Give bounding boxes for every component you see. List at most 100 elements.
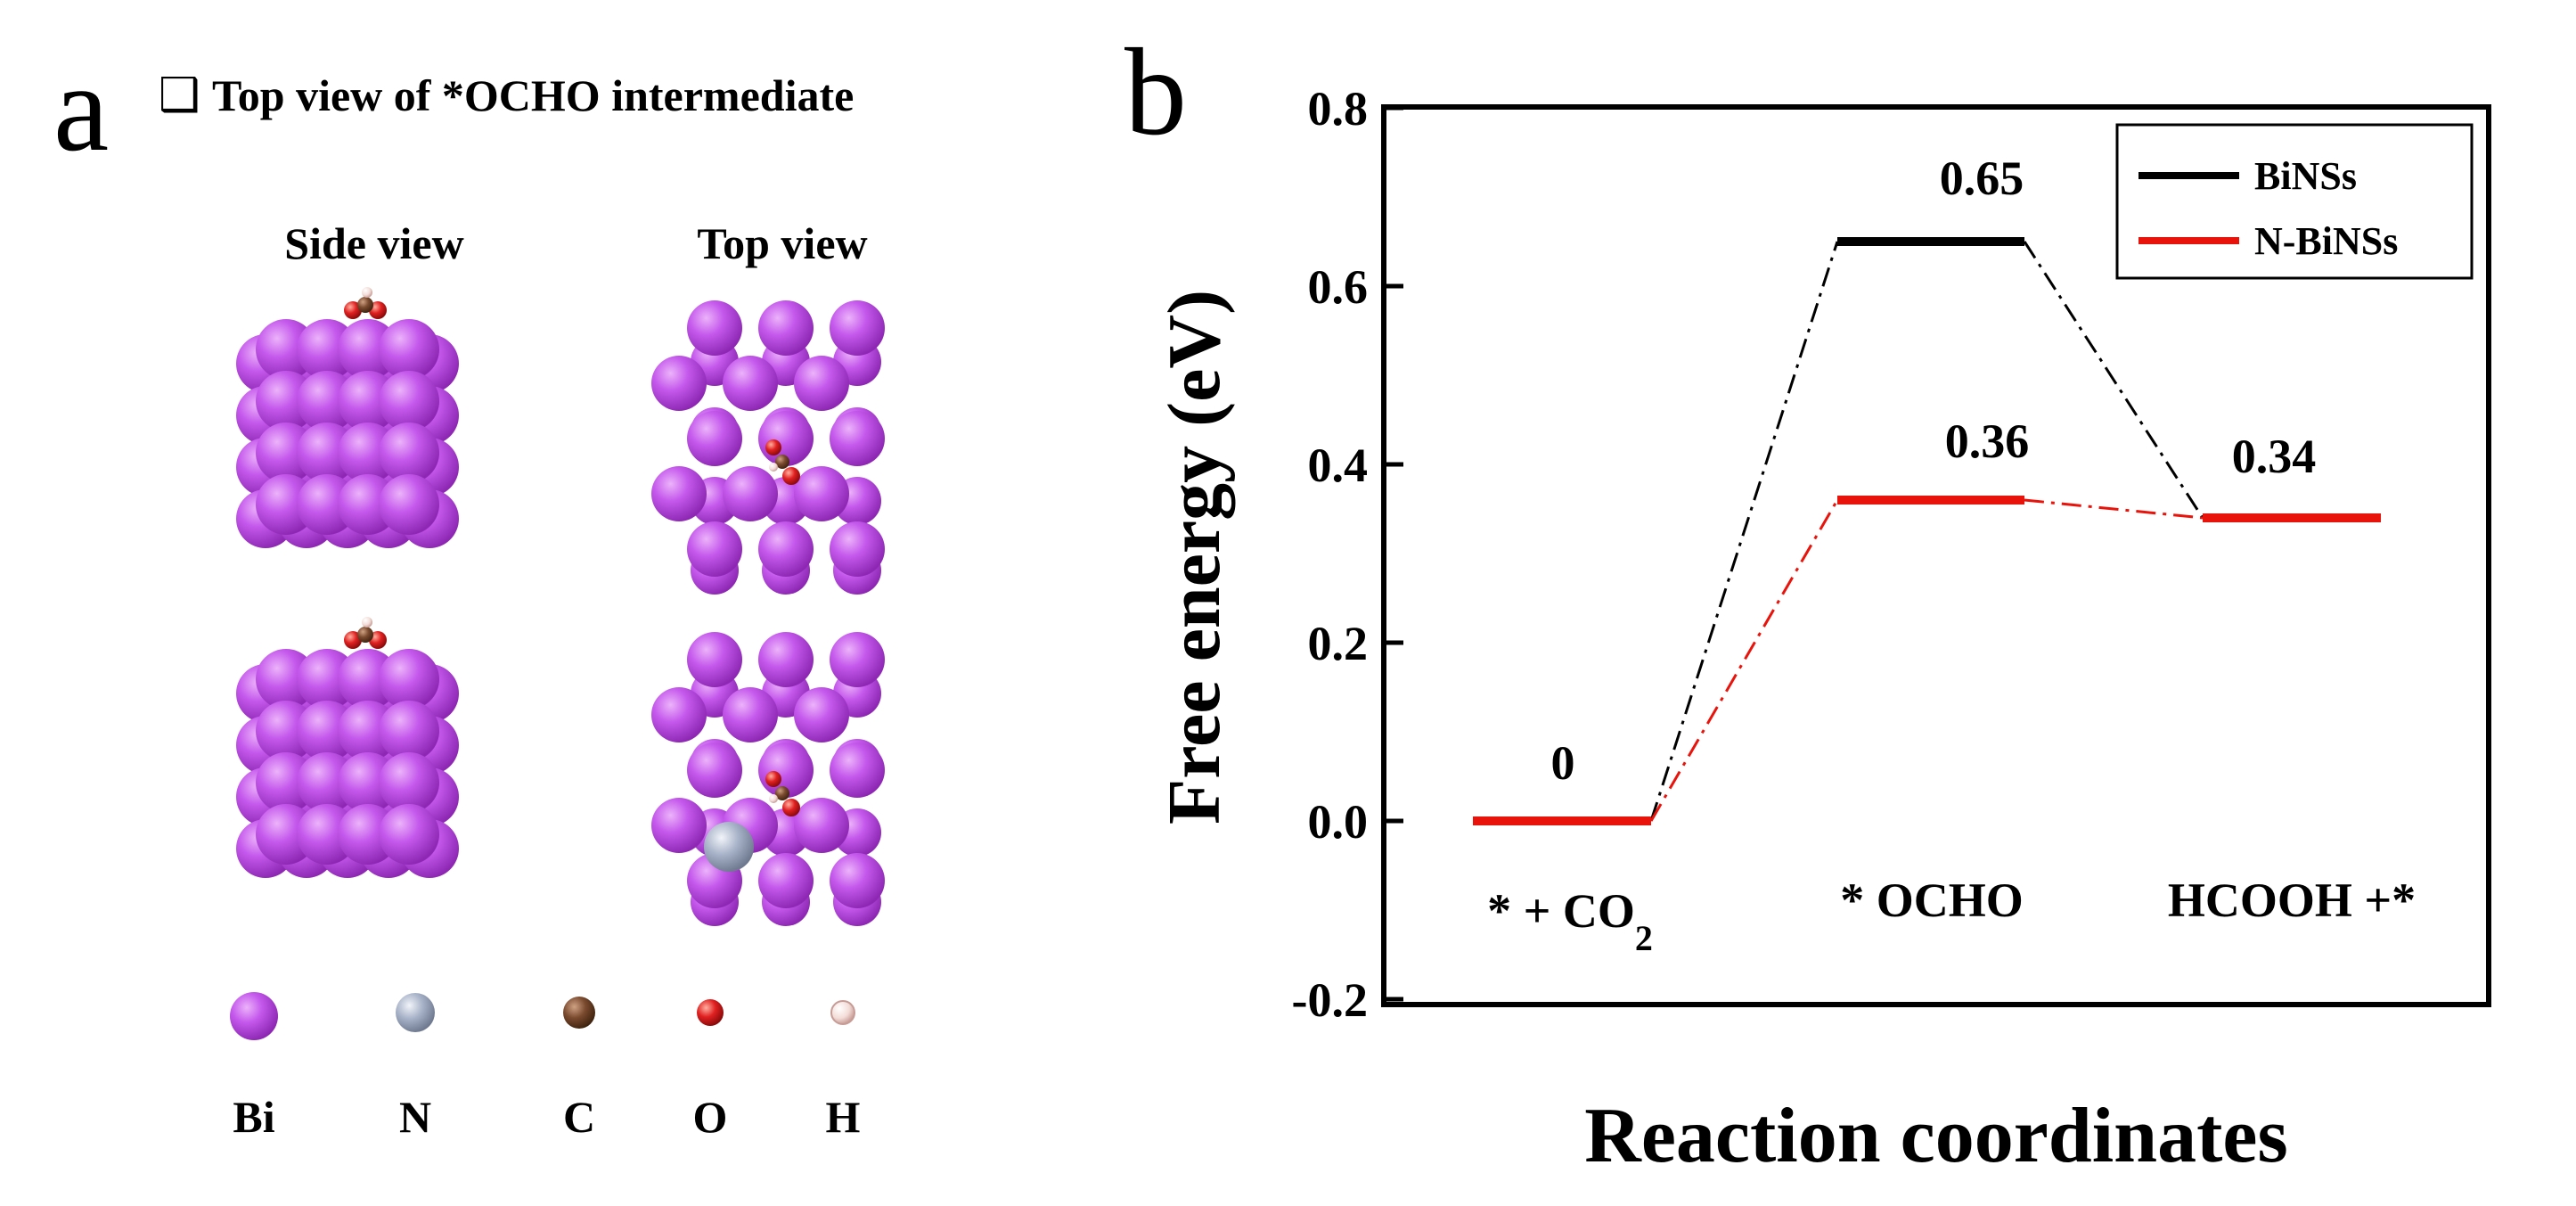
panel-a: a ❑ Top view of *OCHO intermediate Side …: [53, 39, 885, 1142]
panel-a-label: a: [53, 39, 109, 177]
c-atom: [775, 455, 789, 469]
bi-atom: [651, 356, 707, 411]
bi-atom: [379, 423, 439, 483]
legend-o-label: O: [693, 1092, 728, 1142]
o-atom: [782, 799, 800, 816]
panel-a-title: Top view of *OCHO intermediate: [212, 70, 854, 120]
y-tick-label: 0.8: [1308, 82, 1369, 135]
connector-lines: [1649, 241, 2204, 822]
o-atom: [369, 631, 387, 649]
connector-n-binss: [1649, 499, 1839, 822]
bi-atom: [794, 798, 849, 853]
legend-nbinss-label: N-BiNSs: [2254, 219, 2398, 263]
h-atom: [362, 617, 372, 628]
bi-atom: [651, 798, 707, 853]
connector-binss: [2023, 241, 2204, 519]
bi-atom: [687, 742, 742, 798]
bi-atom: [379, 752, 439, 813]
legend-n-label: N: [399, 1092, 431, 1142]
h-atom: [769, 794, 778, 803]
bi-atom: [794, 466, 849, 521]
legend-h-label: H: [826, 1092, 861, 1142]
bi-atom: [758, 300, 814, 356]
y-axis-label: Free energy (eV): [1153, 290, 1236, 825]
bi-atom: [687, 300, 742, 356]
bi-atom: [723, 466, 778, 521]
top-view-label: Top view: [697, 218, 867, 268]
x-axis-label: Reaction coordinates: [1584, 1093, 2287, 1179]
y-tick-label: 0.0: [1308, 795, 1369, 849]
y-tick-label: 0.4: [1308, 439, 1369, 492]
bi-atom: [830, 521, 885, 577]
y-tick-label: 0.6: [1308, 260, 1369, 314]
bi-atom: [758, 632, 814, 687]
legend-n-atom: [396, 993, 435, 1032]
data-label-binss-ocho: 0.65: [1940, 152, 2024, 205]
y-tick-label: -0.2: [1292, 973, 1368, 1027]
bi-atom: [651, 466, 707, 521]
bi-atom: [758, 853, 814, 908]
legend-c-atom: [563, 997, 595, 1029]
data-label-nbinss-ocho: 0.36: [1945, 414, 2030, 468]
connector-n-binss: [2024, 498, 2204, 520]
legend-c-label: C: [563, 1092, 595, 1142]
bi-atom: [830, 742, 885, 798]
top-view-structure-pristine: [651, 300, 885, 595]
y-axis: -0.2 0.0 0.2 0.4 0.6 0.8: [1292, 82, 1403, 1027]
bi-atom: [379, 474, 439, 535]
bi-atom: [379, 701, 439, 761]
data-label-final: 0.34: [2232, 430, 2317, 483]
o-atom: [782, 467, 800, 485]
n-atom: [704, 822, 754, 872]
bi-atom: [723, 687, 778, 742]
energy-levels: [1473, 237, 2381, 825]
data-label-initial: 0: [1551, 736, 1575, 790]
bi-atom: [379, 649, 439, 710]
atom-legend: Bi N C O H: [230, 992, 861, 1142]
c-atom: [357, 627, 373, 643]
bi-atom: [830, 632, 885, 687]
bi-atom: [379, 371, 439, 431]
bi-atom: [651, 687, 707, 742]
o-atom: [369, 301, 387, 319]
bi-atom: [379, 804, 439, 865]
o-atom: [765, 771, 781, 787]
y-tick-label: 0.2: [1308, 617, 1369, 670]
h-atom: [362, 287, 372, 298]
bi-atom: [830, 300, 885, 356]
side-view-structure-pristine: [236, 287, 459, 548]
h-atom: [769, 463, 778, 472]
plot-frame: [1381, 104, 2491, 1007]
o-atom: [344, 631, 362, 649]
legend-bi-label: Bi: [233, 1092, 274, 1142]
checkbox-icon: ❑: [159, 69, 200, 122]
chart-legend: BiNSs N-BiNSs: [2115, 123, 2474, 280]
legend-o-atom: [697, 999, 724, 1026]
x-category-initial: * + CO2: [1487, 884, 1653, 958]
bi-atom: [830, 853, 885, 908]
x-category-final: HCOOH +*: [2168, 874, 2416, 927]
panel-b-label: b: [1124, 23, 1187, 161]
legend-box: [2115, 123, 2474, 280]
side-view-structure-n-doped: [236, 617, 459, 878]
o-atom: [765, 439, 781, 455]
legend-bi-atom: [230, 992, 278, 1040]
x-category-intermediate: * OCHO: [1840, 874, 2024, 927]
x-category-initial-main: * + CO: [1487, 884, 1635, 938]
o-atom: [344, 301, 362, 319]
bi-atom: [687, 411, 742, 466]
legend-binss-label: BiNSs: [2254, 154, 2357, 198]
legend-h-atom: [830, 1000, 855, 1025]
bi-atom: [687, 521, 742, 577]
bi-atom: [723, 356, 778, 411]
c-atom: [357, 297, 373, 313]
bi-atom: [830, 411, 885, 466]
bi-atom: [794, 687, 849, 742]
top-view-structure-n-doped: [651, 632, 885, 926]
connector-binss: [1649, 241, 1839, 822]
c-atom: [775, 786, 789, 800]
side-view-label: Side view: [284, 218, 463, 268]
bi-atom: [379, 319, 439, 380]
panel-b: b -0.2 0.0 0.2 0.4 0.6 0.8 Free energy (eV) R…: [1124, 23, 2491, 1179]
